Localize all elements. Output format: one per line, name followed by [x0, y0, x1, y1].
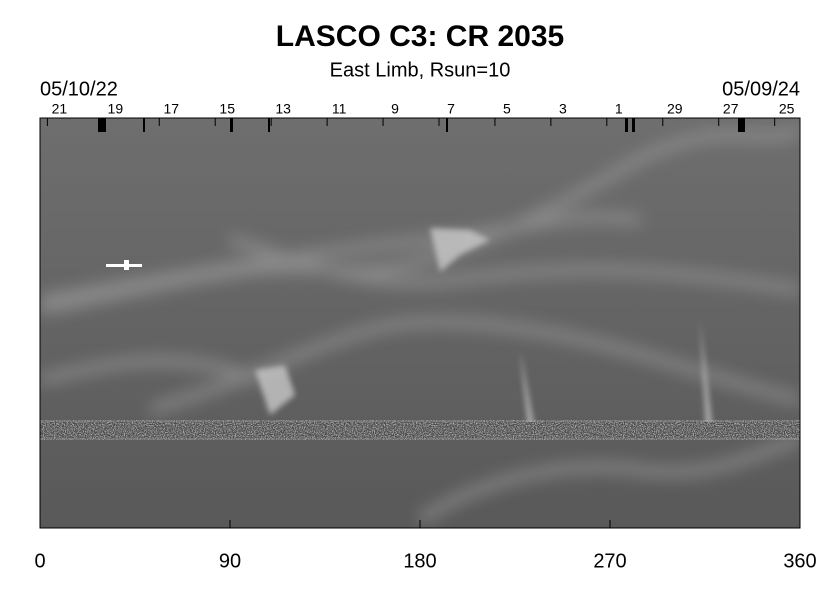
- x-tick-label: 180: [403, 550, 436, 572]
- end-date: 05/09/24: [722, 78, 800, 100]
- x-tick-label: 270: [593, 550, 626, 572]
- top-tick-label: 5: [503, 101, 511, 117]
- x-tick-label: 360: [783, 550, 816, 572]
- data-gaps: [98, 118, 745, 132]
- x-tick-label: 90: [219, 550, 241, 572]
- chart-subtitle: East Limb, Rsun=10: [330, 59, 511, 81]
- top-tick-label: 19: [108, 101, 124, 117]
- top-tick-label: 25: [779, 101, 795, 117]
- top-tick-label: 27: [723, 101, 739, 117]
- chart-title: LASCO C3: CR 2035: [276, 20, 564, 53]
- top-tick-label: 15: [219, 101, 235, 117]
- top-tick-label: 29: [667, 101, 683, 117]
- top-tick-label: 17: [163, 101, 179, 117]
- map-image: [40, 118, 800, 528]
- top-tick-label: 9: [391, 101, 399, 117]
- start-date: 05/10/22: [40, 78, 118, 100]
- x-tick-label: 0: [34, 550, 45, 572]
- top-tick-label: 1: [615, 101, 623, 117]
- top-tick-label: 21: [52, 101, 68, 117]
- top-tick-label: 13: [275, 101, 291, 117]
- top-tick-label: 7: [447, 101, 455, 117]
- top-tick-label: 3: [559, 101, 567, 117]
- top-tick-label: 11: [332, 101, 347, 117]
